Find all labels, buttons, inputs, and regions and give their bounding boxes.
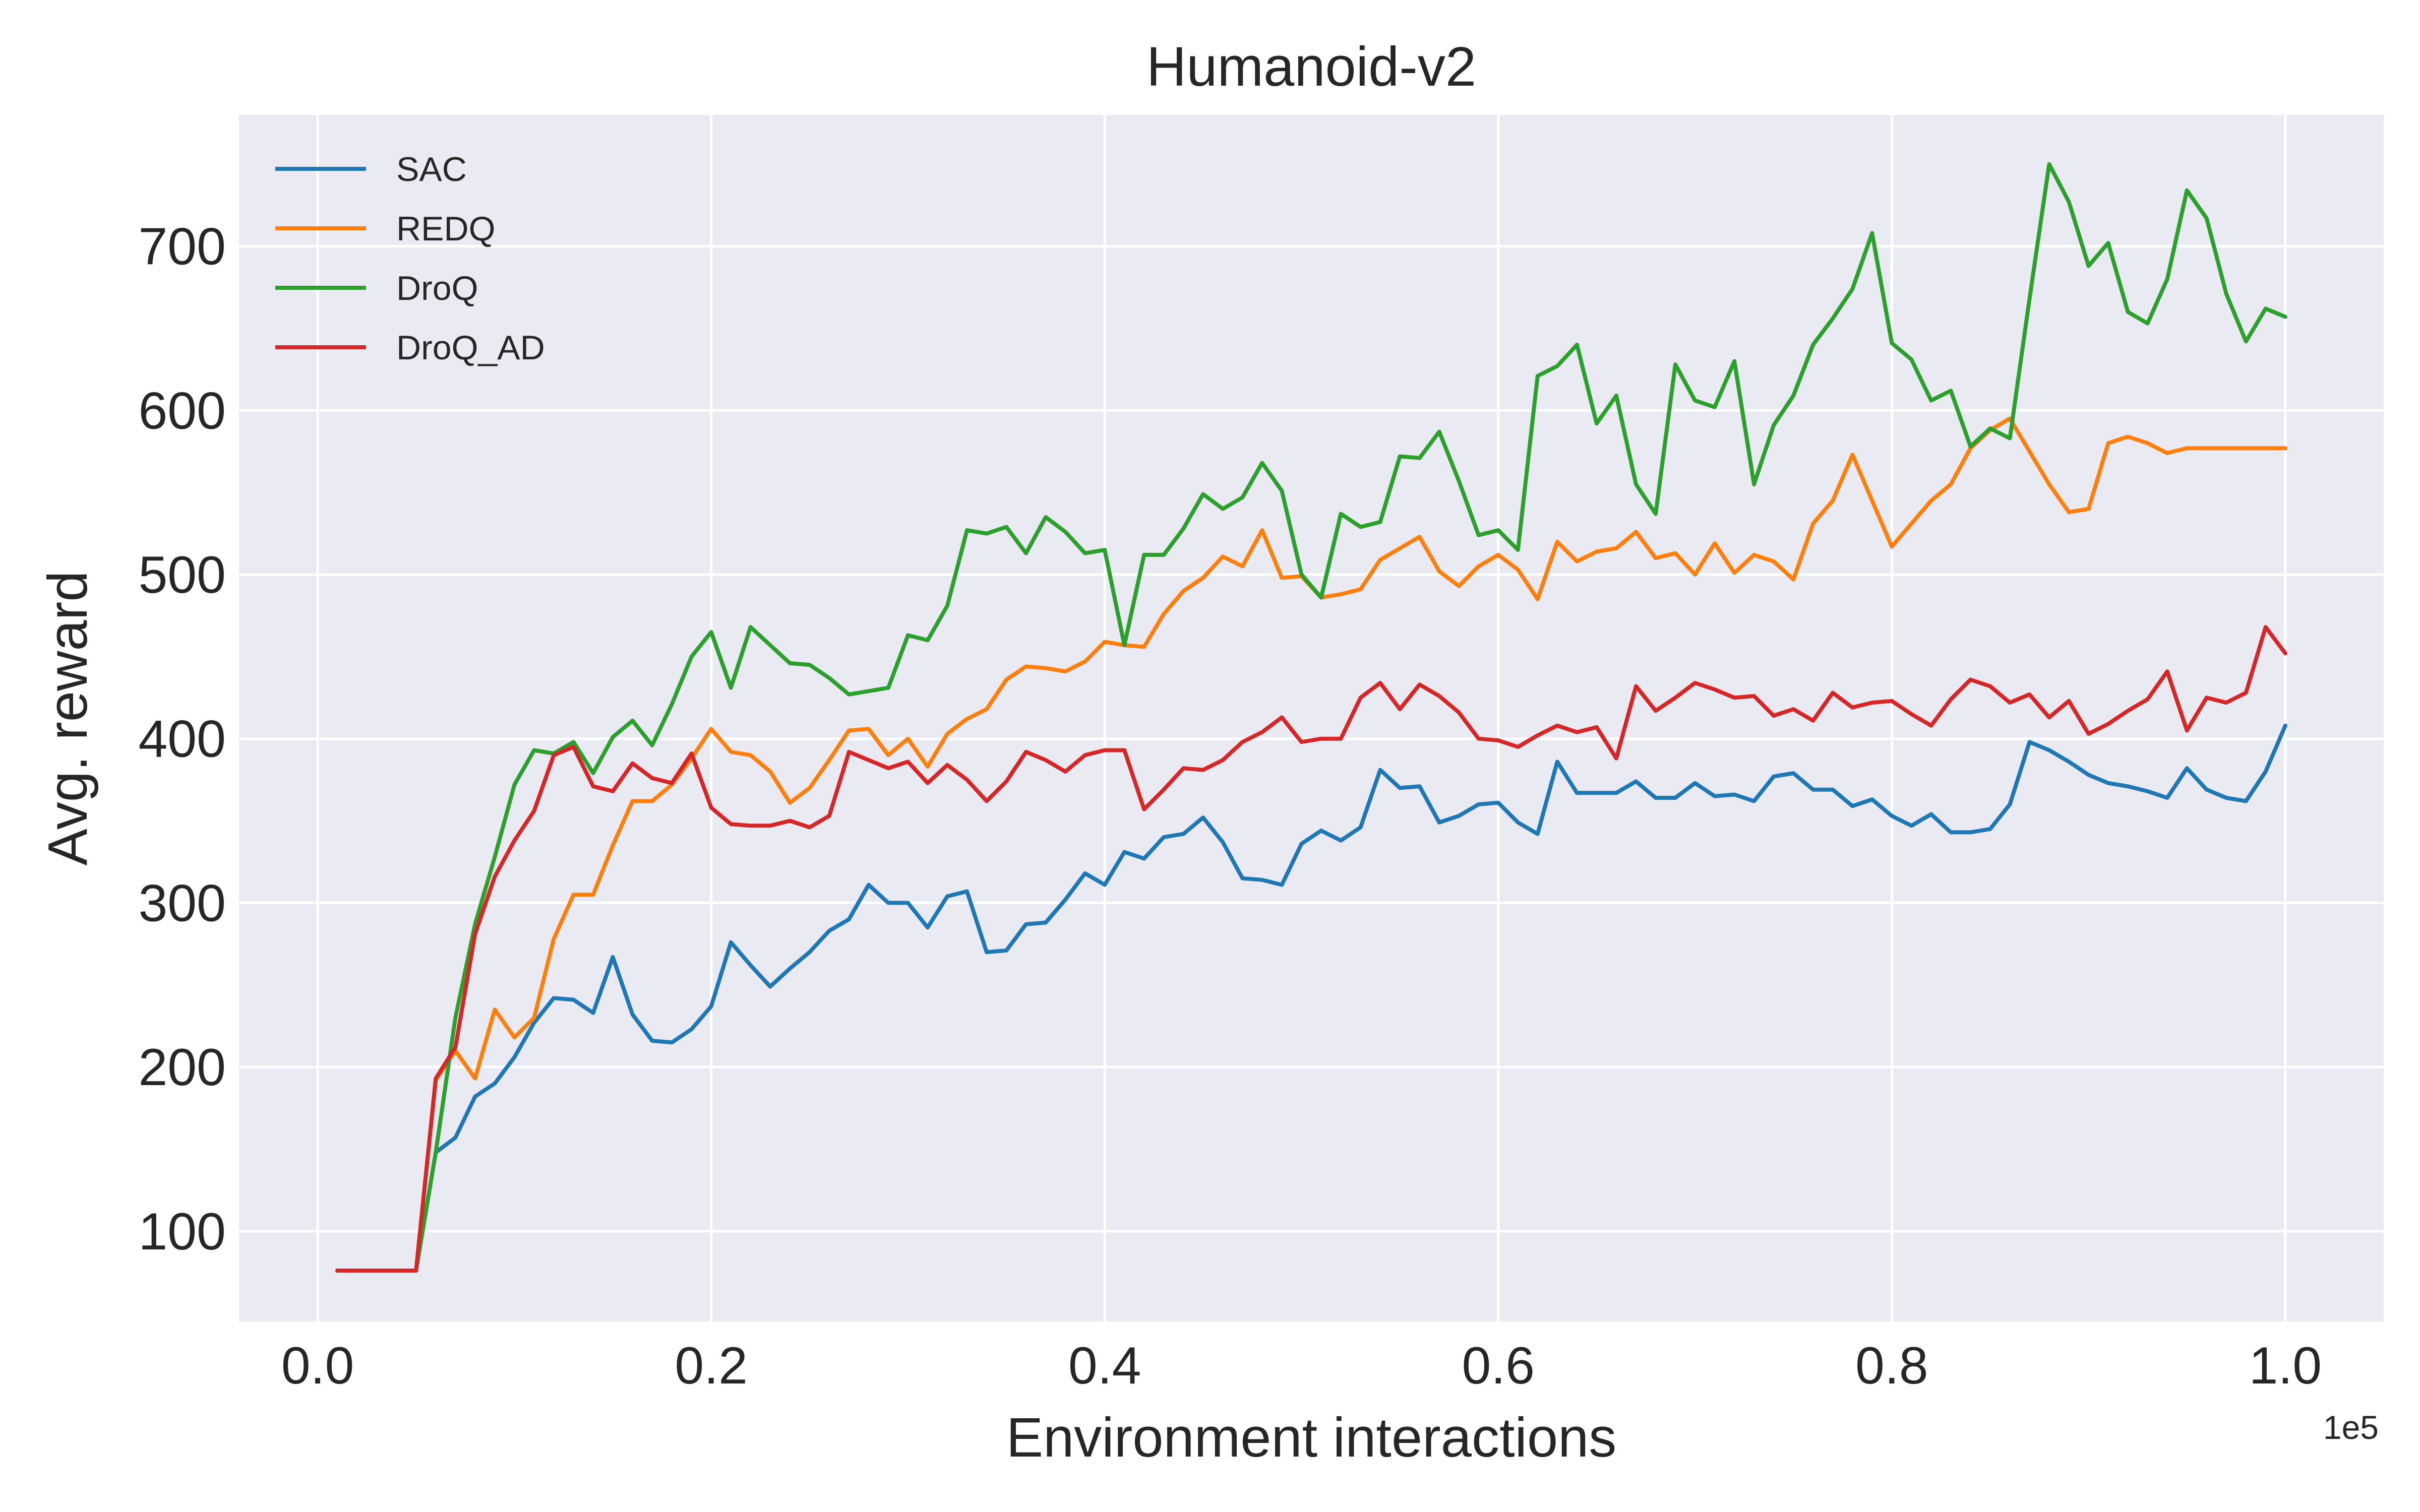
y-tick-label: 200	[138, 1038, 226, 1097]
legend-label: DroQ	[396, 269, 478, 307]
y-tick-label: 600	[138, 382, 226, 440]
series-layer	[335, 162, 2287, 1273]
x-offset-label: 1e5	[2323, 1409, 2379, 1446]
x-tick-label: 0.8	[1855, 1337, 1928, 1395]
y-axis-label: Avg. reward	[37, 571, 99, 866]
legend-label: SAC	[396, 150, 467, 188]
x-axis-label: Environment interactions	[1006, 1407, 1617, 1469]
y-tick-label: 100	[138, 1203, 226, 1261]
series-line-droq-ad	[335, 625, 2287, 1273]
series-line-sac	[335, 723, 2287, 1273]
plot-background	[239, 115, 2384, 1321]
legend-label: REDQ	[396, 210, 495, 248]
y-tick-label: 500	[138, 546, 226, 604]
x-tick-label: 0.2	[675, 1337, 748, 1395]
series-line-droq	[335, 162, 2287, 1273]
y-tick-label: 700	[138, 218, 226, 276]
x-tick-label: 0.6	[1462, 1337, 1535, 1395]
y-tick-labels: 100 200 300 400 500 600 700	[138, 218, 226, 1261]
legend-label: DroQ_AD	[396, 329, 545, 367]
x-tick-labels: 0.0 0.2 0.4 0.6 0.8 1.0	[281, 1337, 2322, 1395]
y-tick-label: 300	[138, 874, 226, 932]
chart-title: Humanoid-v2	[1146, 36, 1476, 98]
x-tick-label: 1.0	[2249, 1337, 2322, 1395]
x-tick-label: 0.0	[281, 1337, 354, 1395]
x-tick-label: 0.4	[1068, 1337, 1141, 1395]
y-tick-label: 400	[138, 710, 226, 769]
legend: SAC REDQ DroQ DroQ_AD	[275, 150, 545, 367]
